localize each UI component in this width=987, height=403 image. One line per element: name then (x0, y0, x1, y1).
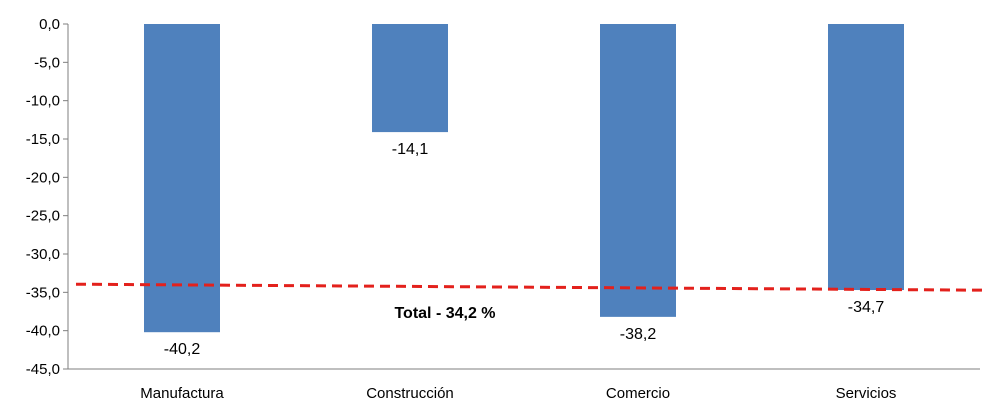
reference-line (75, 282, 986, 292)
y-tick-label: -45,0 (26, 361, 60, 378)
bar-manufactura (144, 24, 220, 333)
bar-servicios (828, 24, 904, 291)
y-tick-label: -25,0 (26, 208, 60, 225)
y-tick-label: -15,0 (26, 131, 60, 148)
data-label: -14,1 (392, 141, 429, 158)
y-tick-label: -30,0 (26, 246, 60, 263)
x-tick-label: Comercio (606, 385, 670, 402)
data-label: -40,2 (164, 341, 201, 358)
y-tick-label: -10,0 (26, 93, 60, 110)
y-tick-label: -20,0 (26, 169, 60, 186)
bar-construcción (372, 24, 448, 133)
y-tick-label: -5,0 (34, 54, 60, 71)
x-tick-label: Manufactura (140, 385, 224, 402)
x-axis: Manufactura Construcción Comercio Servicios (68, 368, 980, 402)
data-label: -34,7 (848, 299, 885, 316)
reference-line-label: Total - 34,2 % (394, 305, 495, 322)
x-tick-label: Construcción (366, 385, 454, 402)
y-tick-label: -40,0 (26, 323, 60, 340)
bar-comercio (600, 24, 676, 317)
x-tick-label: Servicios (836, 385, 897, 402)
reference-line-group: Total - 34,2 % (75, 282, 986, 322)
bars: -40,2 -14,1 -38,2 -34,7 (144, 24, 904, 358)
y-tick-label: 0,0 (39, 16, 60, 33)
data-label: -38,2 (620, 326, 657, 343)
y-tick-label: -35,0 (26, 284, 60, 301)
y-axis: 0,0 -5,0 -10,0 -15,0 -20,0 -25,0 -30,0 -35,0 -40… (26, 16, 69, 378)
